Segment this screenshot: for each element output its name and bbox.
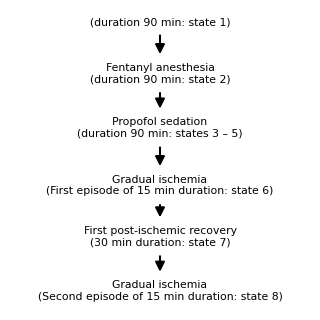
Text: (duration 90 min: state 1): (duration 90 min: state 1) <box>90 17 230 28</box>
Text: Propofol sedation
(duration 90 min: states 3 – 5): Propofol sedation (duration 90 min: stat… <box>77 117 243 139</box>
Text: Fentanyl anesthesia
(duration 90 min: state 2): Fentanyl anesthesia (duration 90 min: st… <box>90 63 230 84</box>
Text: Gradual ischemia
(Second episode of 15 min duration: state 8): Gradual ischemia (Second episode of 15 m… <box>37 280 283 302</box>
Text: Gradual ischemia
(First episode of 15 min duration: state 6): Gradual ischemia (First episode of 15 mi… <box>46 175 274 196</box>
Text: First post-ischemic recovery
(30 min duration: state 7): First post-ischemic recovery (30 min dur… <box>84 226 236 248</box>
